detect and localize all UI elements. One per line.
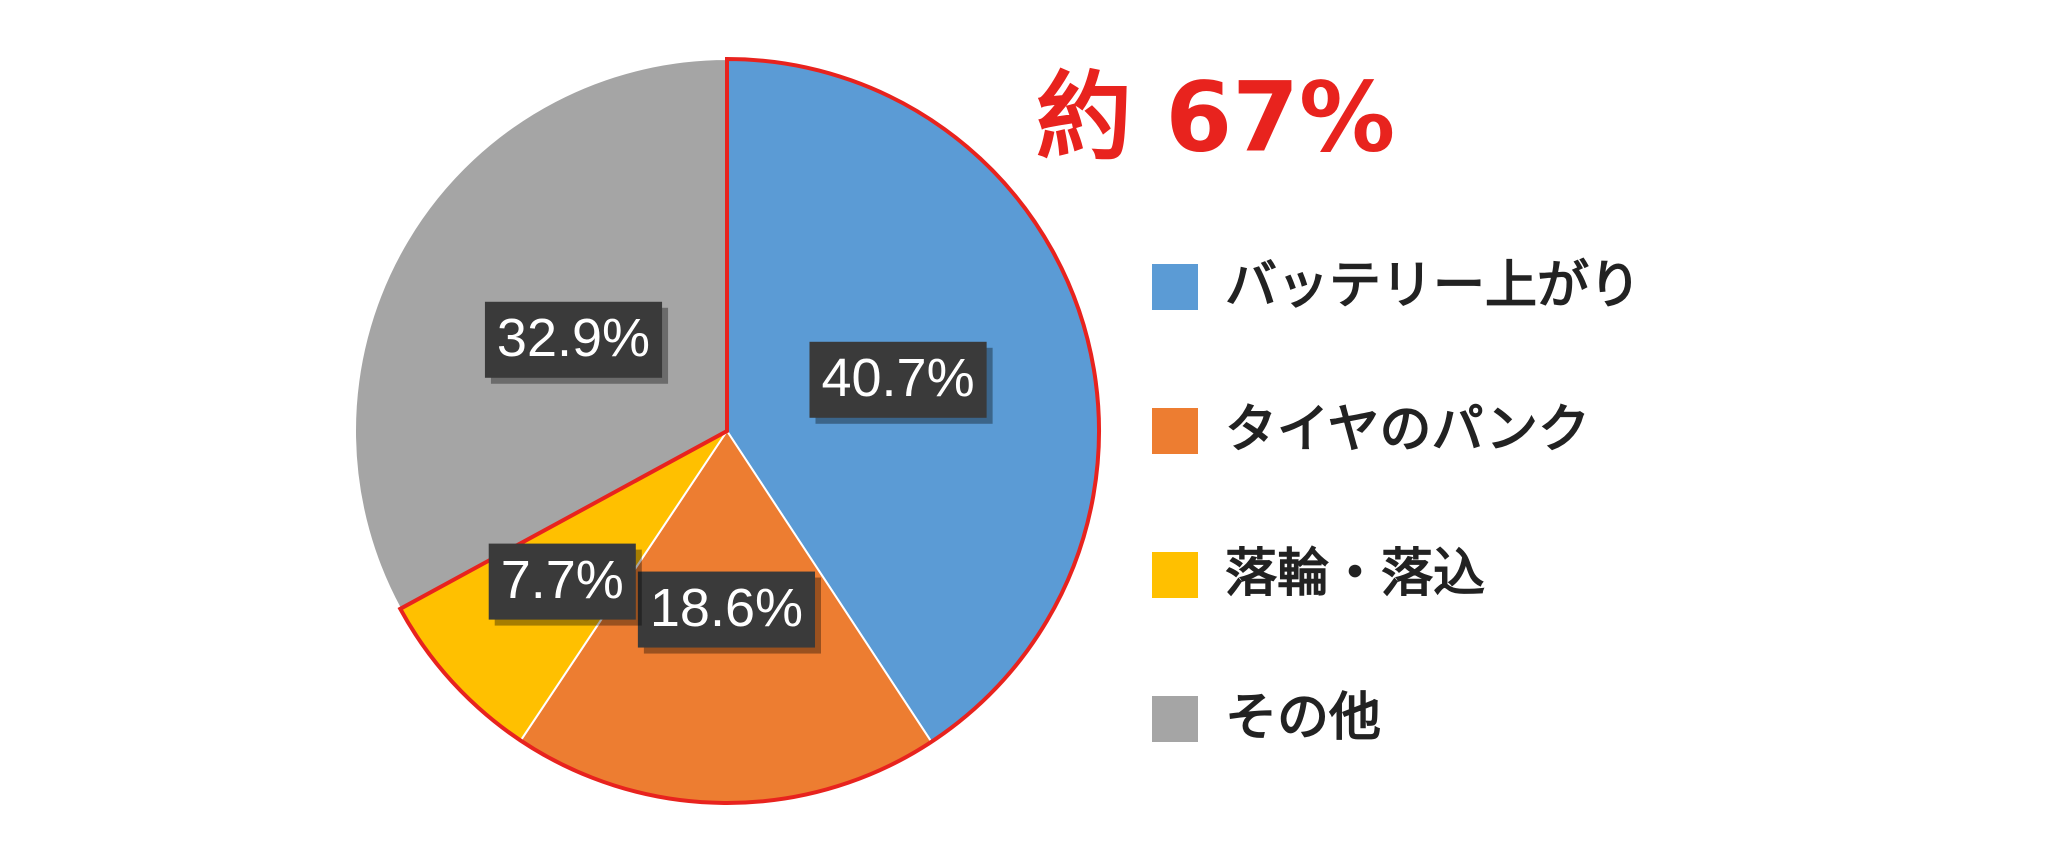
value-label-text: 32.9%: [497, 308, 650, 368]
legend-swatch: [1152, 552, 1198, 598]
legend-swatch: [1152, 408, 1198, 454]
label-box: [809, 341, 987, 418]
value-label-text: 40.7%: [821, 348, 974, 408]
legend-label: その他: [1225, 688, 1381, 748]
value-label-text: 18.6%: [650, 578, 803, 638]
annotation: 約 67%: [1036, 61, 1395, 173]
legend-swatch: [1152, 696, 1198, 742]
label-box: [637, 571, 816, 648]
value-label: 32.9%: [484, 301, 669, 384]
label-box: [484, 301, 663, 378]
value-label: 7.7%: [488, 543, 642, 626]
value-label: 18.6%: [637, 571, 822, 654]
legend-label: 落輪・落込: [1225, 544, 1485, 604]
legend-label: バッテリー上がり: [1225, 256, 1641, 316]
label-box: [488, 543, 636, 620]
legend-swatch: [1152, 264, 1198, 310]
legend-label: タイヤのパンク: [1225, 400, 1590, 460]
highlight-outline: [397, 56, 1101, 805]
value-label-text: 7.7%: [501, 550, 624, 610]
value-label: 40.7%: [809, 341, 993, 424]
